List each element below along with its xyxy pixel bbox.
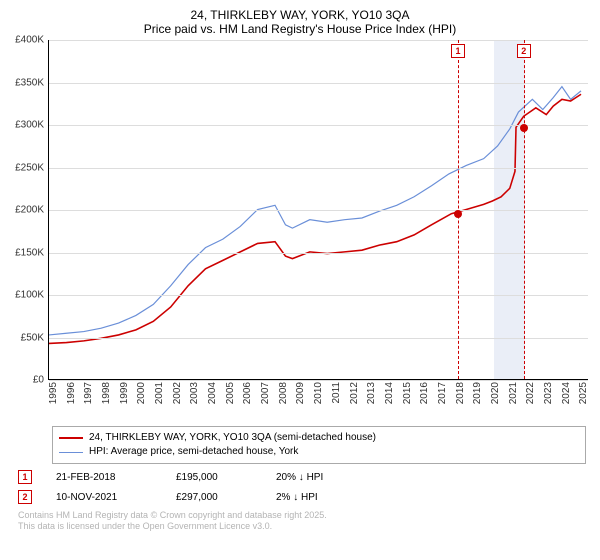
sale-row: 2 10-NOV-2021£297,0002% ↓ HPI [18,490,586,504]
series-line [49,94,581,343]
sale-price: £297,000 [176,492,276,503]
title-line-1: 24, THIRKLEBY WAY, YORK, YO10 3QA [4,8,596,22]
x-tick-label: 2020 [490,382,501,404]
x-tick-label: 2023 [543,382,554,404]
x-tick-label: 2013 [366,382,377,404]
x-tick-label: 2002 [172,382,183,404]
sale-marker: 1 [451,44,465,58]
x-tick-label: 2009 [295,382,306,404]
legend-label: 24, THIRKLEBY WAY, YORK, YO10 3QA (semi-… [89,431,376,445]
sale-marker: 2 [517,44,531,58]
x-tick-label: 2015 [402,382,413,404]
x-tick-label: 2008 [278,382,289,404]
sale-point [520,124,528,132]
sale-date: 21-FEB-2018 [56,472,176,483]
x-axis: 1995 1996 1997 1998 1999 2000 2001 2002 2003 2004… [48,380,588,420]
sale-diff: 20% ↓ HPI [276,472,376,483]
x-tick-label: 2017 [437,382,448,404]
x-tick-label: 2001 [154,382,165,404]
sale-row-marker: 2 [18,490,32,504]
x-tick-label: 2010 [313,382,324,404]
footer-line-2: This data is licensed under the Open Gov… [18,521,586,532]
legend: 24, THIRKLEBY WAY, YORK, YO10 3QA (semi-… [52,426,586,464]
x-tick-label: 1998 [101,382,112,404]
x-tick-label: 2000 [136,382,147,404]
gridline [49,83,588,84]
y-tick-label: £350K [15,77,44,88]
sale-point [454,210,462,218]
x-tick-label: 2016 [419,382,430,404]
x-tick-label: 2004 [207,382,218,404]
x-tick-label: 2012 [349,382,360,404]
y-axis: £0£50K£100K£150K£200K£250K£300K£350K£400… [4,40,48,380]
sale-price: £195,000 [176,472,276,483]
y-tick-label: £400K [15,35,44,46]
x-tick-label: 2005 [225,382,236,404]
gridline [49,168,588,169]
x-tick-label: 2003 [189,382,200,404]
x-tick-label: 2007 [260,382,271,404]
x-tick-label: 2019 [472,382,483,404]
chart-area: £0£50K£100K£150K£200K£250K£300K£350K£400… [4,40,596,420]
x-tick-label: 2014 [384,382,395,404]
chart-container: 24, THIRKLEBY WAY, YORK, YO10 3QA Price … [0,0,600,560]
legend-swatch [59,452,83,453]
gridline [49,338,588,339]
x-tick-label: 1999 [119,382,130,404]
x-tick-label: 2025 [578,382,589,404]
x-tick-label: 1996 [66,382,77,404]
x-tick-label: 2006 [242,382,253,404]
y-tick-label: £250K [15,162,44,173]
title-block: 24, THIRKLEBY WAY, YORK, YO10 3QA Price … [4,8,596,36]
x-tick-label: 2024 [561,382,572,404]
sale-date: 10-NOV-2021 [56,492,176,503]
x-tick-label: 1997 [83,382,94,404]
legend-row: HPI: Average price, semi-detached house,… [59,445,579,459]
gridline [49,125,588,126]
sale-vline [524,40,525,379]
legend-swatch [59,437,83,439]
y-tick-label: £150K [15,247,44,258]
plot-area: 12 [48,40,588,380]
gridline [49,210,588,211]
x-tick-label: 1995 [48,382,59,404]
sale-row: 1 21-FEB-2018£195,00020% ↓ HPI [18,470,586,484]
sale-diff: 2% ↓ HPI [276,492,376,503]
footer: Contains HM Land Registry data © Crown c… [18,510,586,532]
sale-row-marker: 1 [18,470,32,484]
gridline [49,40,588,41]
y-tick-label: £300K [15,120,44,131]
y-tick-label: £100K [15,290,44,301]
legend-row: 24, THIRKLEBY WAY, YORK, YO10 3QA (semi-… [59,431,579,445]
y-tick-label: £50K [21,332,44,343]
x-tick-label: 2021 [508,382,519,404]
gridline [49,253,588,254]
x-tick-label: 2018 [455,382,466,404]
x-tick-label: 2022 [525,382,536,404]
gridline [49,295,588,296]
footer-line-1: Contains HM Land Registry data © Crown c… [18,510,586,521]
sale-rows: 1 21-FEB-2018£195,00020% ↓ HPI 2 10-NOV-202… [18,470,586,504]
title-line-2: Price paid vs. HM Land Registry's House … [4,22,596,36]
y-tick-label: £0 [33,375,44,386]
x-tick-label: 2011 [331,382,342,404]
y-tick-label: £200K [15,205,44,216]
legend-label: HPI: Average price, semi-detached house,… [89,445,298,459]
